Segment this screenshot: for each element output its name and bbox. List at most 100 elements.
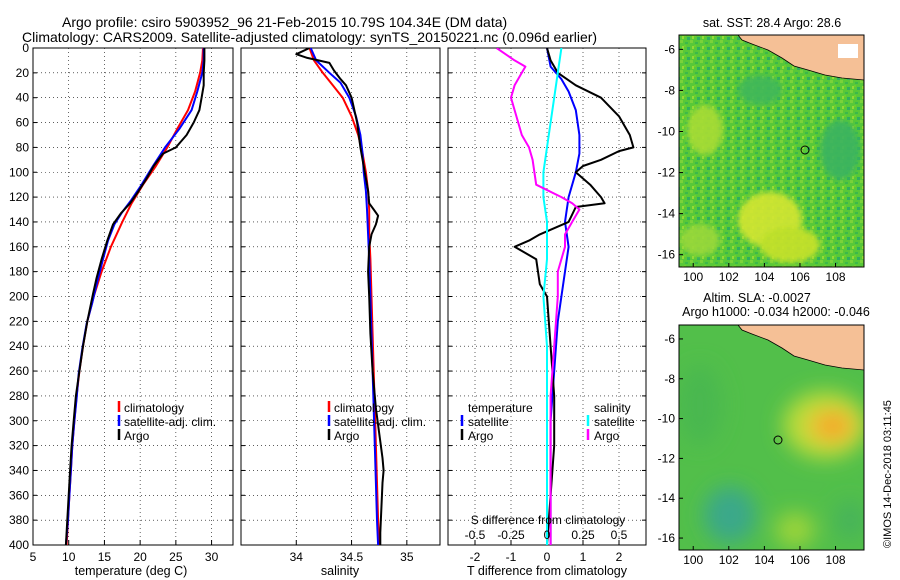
lon-tick-label: 102 [719, 553, 739, 567]
salinity-panel [240, 47, 441, 546]
depth-tick-label: 360 [9, 488, 29, 502]
sst-map [679, 35, 864, 267]
sla-map-frame [678, 324, 865, 551]
x-tick-label: 10 [62, 550, 76, 564]
lat-tick-label: -16 [658, 531, 676, 545]
legend-label-climatology: climatology [124, 401, 184, 415]
lat-tick-label: -8 [664, 372, 675, 386]
series-line-satellite-adj-clim- [309, 48, 380, 545]
land-sumatra-java [737, 35, 864, 81]
depth-tick-label: 320 [9, 439, 29, 453]
lon-tick-label: 106 [790, 553, 810, 567]
lat-tick-label: -10 [658, 124, 676, 138]
depth-tick-label: 260 [9, 364, 29, 378]
salinity-axis-label: salinity [321, 564, 360, 578]
sla-map [679, 325, 864, 550]
sla-map-title: Altim. SLA: -0.0027 [703, 291, 811, 305]
lat-tick-label: -12 [658, 451, 676, 465]
legend-title-temperature: temperature [468, 401, 533, 415]
x-tick-label: -1 [506, 550, 517, 564]
depth-tick-label: 180 [9, 265, 29, 279]
s-diff-tick-label: -0.25 [497, 528, 525, 542]
depth-tick-label: 280 [9, 389, 29, 403]
depth-tick-label: 240 [9, 339, 29, 353]
sst-map-frame [678, 34, 865, 268]
lon-tick-label: 100 [683, 553, 703, 567]
depth-tick-label: 220 [9, 314, 29, 328]
lat-tick-label: -14 [658, 207, 676, 221]
series-line-climatology [308, 48, 381, 545]
x-tick-label: 25 [169, 550, 183, 564]
argo-position-marker [773, 435, 783, 445]
x-tick-label: 0 [544, 550, 551, 564]
legend-label-t-satellite: satellite [468, 415, 509, 429]
depth-tick-label: 140 [9, 215, 29, 229]
legend-label-s-argo: Argo [594, 429, 620, 443]
difference-legend: temperature satellite Argo salinity sate… [460, 401, 635, 443]
lon-tick-label: 100 [683, 270, 703, 284]
lon-tick-label: 108 [826, 553, 846, 567]
legend-label-satellite: satellite-adj. clim. [334, 415, 426, 429]
lon-tick-label: 104 [754, 270, 774, 284]
cloud-mask [838, 44, 858, 58]
depth-tick-label: 400 [9, 538, 29, 552]
s-difference-axis-label: S difference from climatology [471, 513, 626, 527]
depth-tick-label: 200 [9, 290, 29, 304]
legend-title-salinity: salinity [594, 401, 631, 415]
series-line-s-satellite [542, 48, 563, 545]
figure-title-line2: Climatology: CARS2009. Satellite-adjuste… [22, 29, 597, 45]
series-line-argo [64, 48, 206, 545]
legend-label-satellite: satellite-adj. clim. [124, 415, 216, 429]
depth-tick-label: 0 [22, 41, 29, 55]
lon-tick-label: 108 [826, 270, 846, 284]
lat-tick-label: -14 [658, 491, 676, 505]
legend-label-t-argo: Argo [468, 429, 494, 443]
lon-tick-label: 106 [790, 270, 810, 284]
x-tick-label: 15 [98, 550, 112, 564]
series-line-argo [295, 48, 385, 545]
x-tick-label: 20 [133, 550, 147, 564]
argo-position-marker [800, 145, 810, 155]
depth-tick-label: 300 [9, 414, 29, 428]
x-tick-label: 34.5 [340, 550, 364, 564]
x-tick-label: 2 [616, 550, 623, 564]
series-line-s-argo [496, 48, 581, 545]
depth-tick-label: 120 [9, 190, 29, 204]
difference-axis-label: T difference from climatology [467, 564, 628, 578]
depth-tick-label: 20 [16, 66, 30, 80]
land-sumatra-java [737, 325, 864, 371]
s-diff-tick-label: -0.5 [465, 528, 486, 542]
lat-tick-label: -6 [664, 332, 675, 346]
x-tick-label: 5 [30, 550, 37, 564]
legend-label-s-satellite: satellite [594, 415, 635, 429]
legend-label-climatology: climatology [334, 401, 394, 415]
depth-tick-label: 340 [9, 463, 29, 477]
sst-map-title: sat. SST: 28.4 Argo: 28.6 [703, 16, 841, 30]
imos-credit: ©IMOS 14-Dec-2018 03:11:45 [882, 400, 894, 548]
lat-tick-label: -8 [664, 83, 675, 97]
depth-tick-label: 40 [16, 91, 30, 105]
lon-tick-label: 102 [719, 270, 739, 284]
salinity-legend: climatology satellite-adj. clim. Argo [327, 401, 426, 443]
lat-tick-label: -6 [664, 42, 675, 56]
s-diff-tick-label: 0.25 [571, 528, 595, 542]
series-line-t-argo [513, 48, 635, 545]
x-tick-label: 35 [400, 550, 414, 564]
sla-map-subtitle: Argo h1000: -0.034 h2000: -0.046 [682, 305, 870, 319]
figure-title-line1: Argo profile: csiro 5903952_96 21-Feb-20… [62, 14, 507, 30]
legend-label-argo: Argo [334, 429, 360, 443]
legend-label-argo: Argo [124, 429, 150, 443]
x-tick-label: 34 [290, 550, 304, 564]
lat-tick-label: -16 [658, 248, 676, 262]
x-tick-label: -2 [470, 550, 481, 564]
temperature-legend: climatology satellite-adj. clim. Argo [117, 401, 216, 443]
lat-tick-label: -10 [658, 412, 676, 426]
sla-anomalies [679, 365, 864, 548]
x-tick-label: 30 [205, 550, 219, 564]
s-diff-tick-label: 0 [544, 528, 551, 542]
s-diff-tick-label: 0.5 [611, 528, 628, 542]
depth-tick-label: 160 [9, 240, 29, 254]
depth-tick-label: 60 [16, 116, 30, 130]
lat-tick-label: -12 [658, 166, 676, 180]
